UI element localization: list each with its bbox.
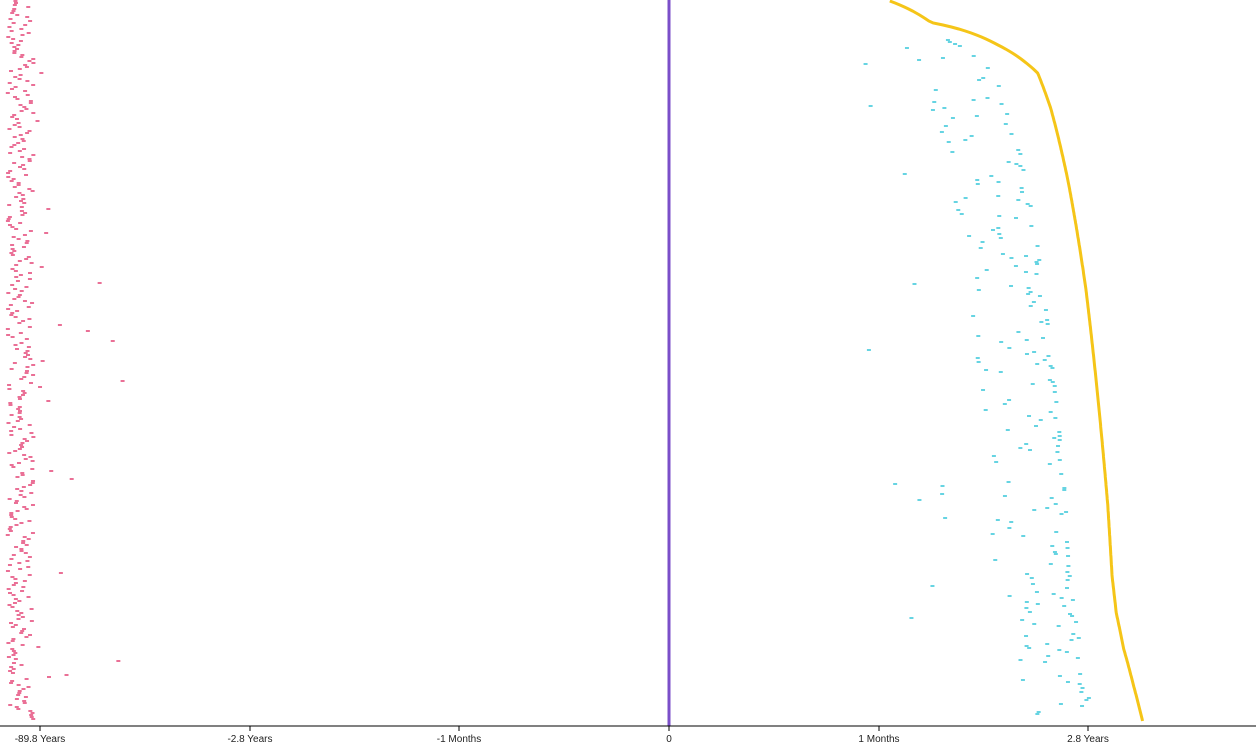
x-axis-ticks: -89.8 Years -2.8 Years -1 Months 0 1 Months 2… [15, 726, 1109, 745]
curve-series [889, 0, 1144, 722]
x-tick-label: -89.8 Years [15, 734, 66, 745]
x-tick-label: 2.8 Years [1067, 734, 1109, 745]
x-tick-label: -2.8 Years [227, 734, 272, 745]
x-tick-label: -1 Months [437, 734, 481, 745]
curve-line [889, 0, 1144, 722]
x-tick-label: 1 Months [858, 734, 899, 745]
before-series [5, 0, 125, 720]
x-tick-label: 0 [666, 734, 672, 745]
after-series [863, 39, 1091, 715]
